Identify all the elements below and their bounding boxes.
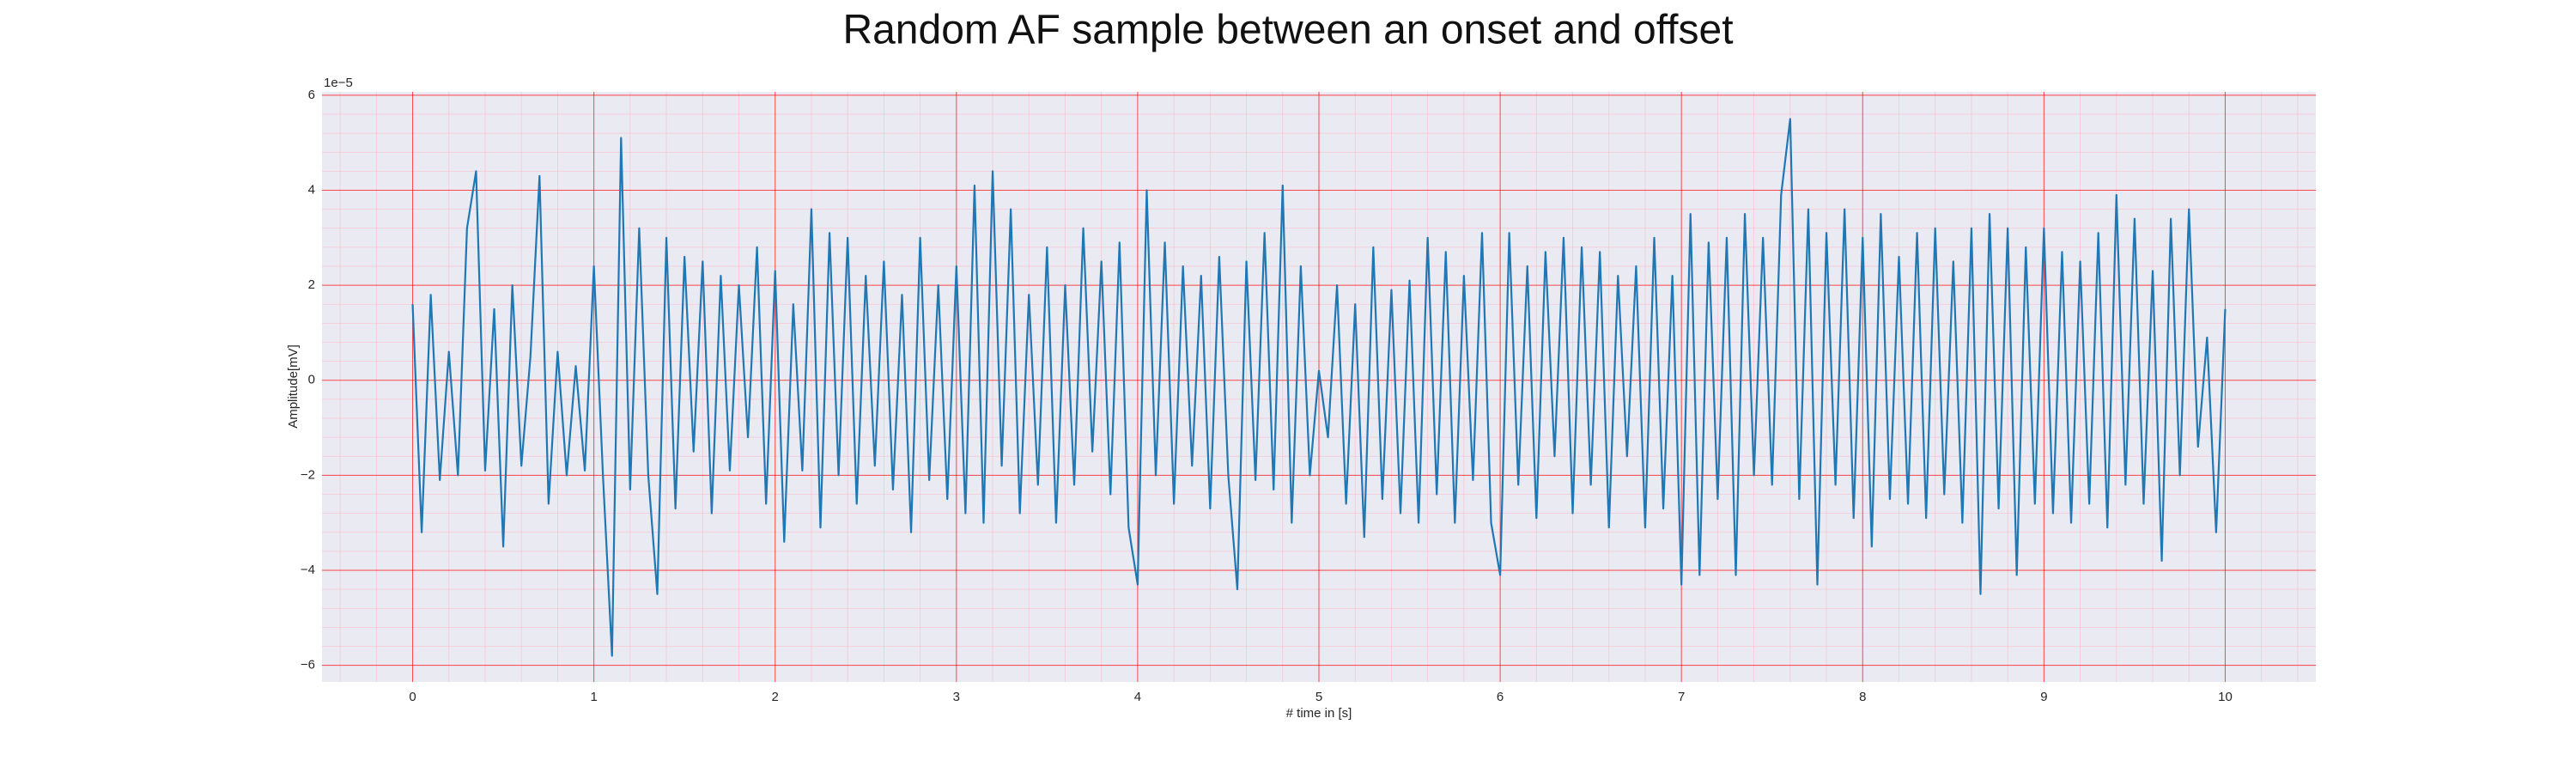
chart-title: Random AF sample between an onset and of… bbox=[842, 8, 1733, 53]
x-tick-label: 2 bbox=[772, 690, 779, 704]
x-tick-label: 8 bbox=[1859, 690, 1866, 704]
y-tick-label: −6 bbox=[301, 658, 315, 673]
x-axis-label: # time in [s] bbox=[1286, 706, 1352, 721]
y-tick-label: 2 bbox=[308, 277, 315, 292]
x-tick-label: 9 bbox=[2040, 690, 2047, 704]
x-tick-label: 10 bbox=[2218, 690, 2233, 704]
x-tick-label: 7 bbox=[1678, 690, 1685, 704]
y-tick-label: −4 bbox=[301, 563, 315, 577]
y-tick-label: 4 bbox=[308, 182, 315, 197]
x-tick-label: 5 bbox=[1315, 690, 1322, 704]
y-tick-label: 6 bbox=[308, 88, 315, 102]
y-offset-label: 1e−5 bbox=[324, 76, 353, 90]
x-tick-label: 4 bbox=[1134, 690, 1141, 704]
y-tick-label: −2 bbox=[301, 467, 315, 482]
x-tick-label: 6 bbox=[1497, 690, 1504, 704]
data-line bbox=[411, 118, 2227, 657]
x-tick-label: 1 bbox=[590, 690, 597, 704]
y-tick-label: 0 bbox=[308, 373, 315, 387]
y-axis-label: Amplitude[mV] bbox=[286, 344, 301, 429]
x-tick-label: 3 bbox=[953, 690, 960, 704]
x-tick-label: 0 bbox=[409, 690, 416, 704]
